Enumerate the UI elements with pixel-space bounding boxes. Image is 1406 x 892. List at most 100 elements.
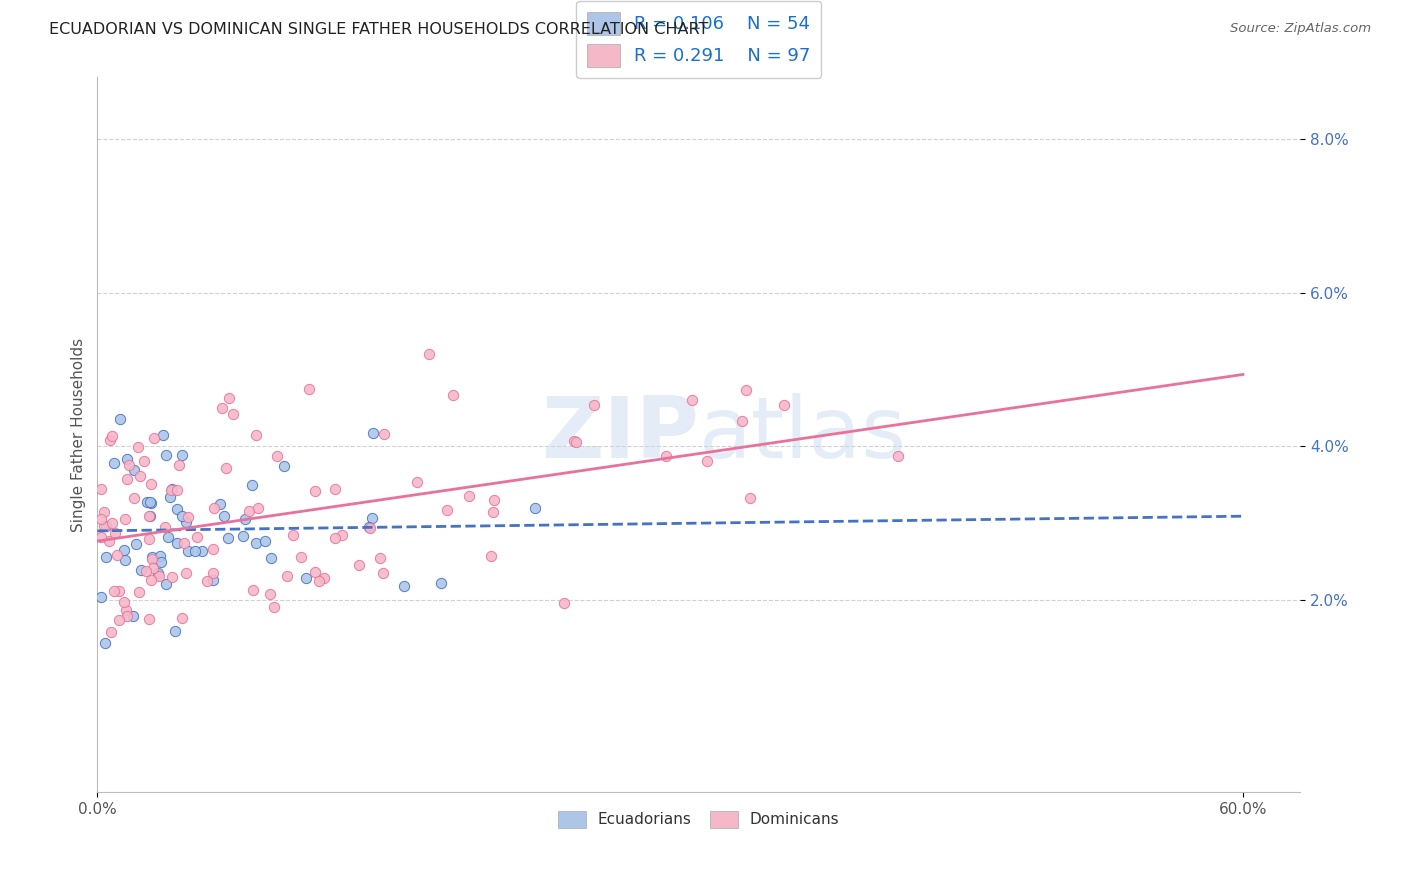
Point [418,347,440,361]
Point [436,502,458,516]
Point [141,476,163,491]
Point [173,536,195,550]
Point [118,458,141,473]
Point [97,534,120,549]
Point [139,496,162,510]
Point [135,564,157,578]
Point [218,391,240,405]
Point [108,412,131,426]
Point [304,484,326,499]
Y-axis label: Single Father Households: Single Father Households [72,338,86,532]
Point [240,478,263,492]
Point [155,577,177,591]
Point [103,456,125,470]
Point [233,512,256,526]
Point [136,495,159,509]
Point [323,483,346,497]
Point [138,612,160,626]
Point [242,582,264,597]
Point [172,449,194,463]
Point [150,556,173,570]
Point [357,520,380,534]
Legend: Ecuadorians, Dominicans: Ecuadorians, Dominicans [553,805,845,834]
Point [392,579,415,593]
Point [94,550,117,565]
Point [562,434,585,449]
Point [127,440,149,454]
Point [153,519,176,533]
Point [266,449,288,463]
Point [134,453,156,467]
Point [166,502,188,516]
Point [122,491,145,506]
Point [115,609,138,624]
Point [90,590,112,604]
Point [211,401,233,416]
Point [166,483,188,497]
Point [117,452,139,467]
Point [176,566,198,581]
Point [457,490,479,504]
Point [174,515,197,529]
Text: Source: ZipAtlas.com: Source: ZipAtlas.com [1230,22,1371,36]
Point [138,508,160,523]
Point [222,407,245,421]
Point [481,505,503,519]
Point [148,566,170,581]
Point [430,575,453,590]
Point [177,543,200,558]
Point [553,596,575,610]
Point [734,383,756,397]
Point [160,482,183,496]
Point [170,611,193,625]
Point [308,574,330,589]
Point [245,427,267,442]
Point [184,544,207,558]
Point [90,530,112,544]
Point [128,585,150,599]
Point [96,519,118,533]
Point [141,550,163,565]
Point [105,548,128,562]
Point [406,475,429,489]
Point [114,512,136,526]
Point [696,453,718,467]
Point [90,512,112,526]
Point [368,550,391,565]
Point [361,511,384,525]
Point [201,573,224,587]
Text: ECUADORIAN VS DOMINICAN SINGLE FATHER HOUSEHOLDS CORRELATION CHART: ECUADORIAN VS DOMINICAN SINGLE FATHER HO… [49,22,709,37]
Point [201,541,224,556]
Point [138,532,160,546]
Point [129,469,152,483]
Point [259,587,281,601]
Point [298,382,321,396]
Point [108,584,131,599]
Text: atlas: atlas [699,393,907,476]
Point [283,528,305,542]
Point [108,613,131,627]
Point [166,536,188,550]
Point [290,549,312,564]
Point [887,450,910,464]
Point [159,483,181,498]
Point [373,426,395,441]
Point [114,553,136,567]
Point [122,608,145,623]
Point [260,551,283,566]
Point [295,570,318,584]
Point [159,491,181,505]
Point [371,566,394,580]
Point [163,624,186,639]
Point [103,584,125,599]
Point [141,551,163,566]
Point [441,387,464,401]
Point [655,449,678,463]
Point [232,529,254,543]
Point [142,431,165,445]
Point [330,527,353,541]
Point [139,573,162,587]
Point [139,494,162,508]
Point [93,519,115,533]
Point [361,426,384,441]
